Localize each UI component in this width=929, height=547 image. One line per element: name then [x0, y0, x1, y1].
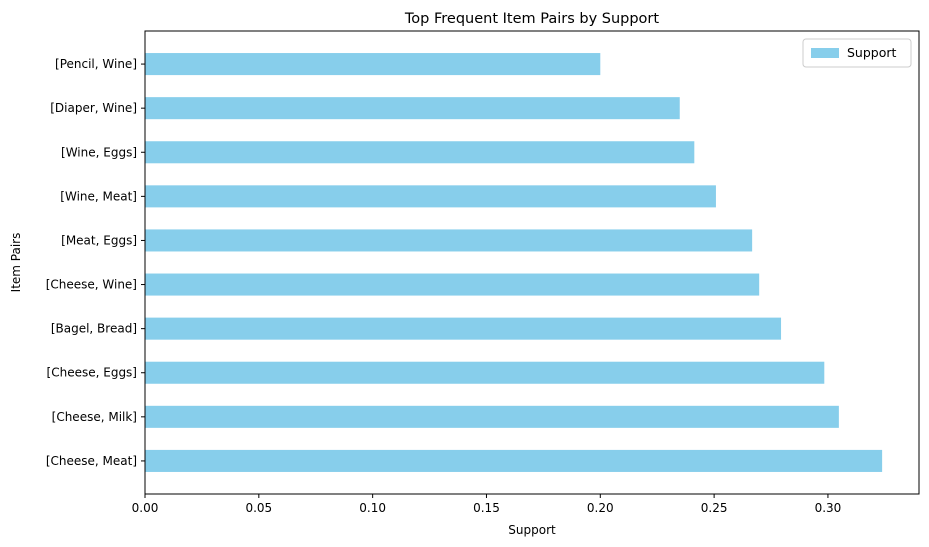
y-axis: [Cheese, Meat] [Cheese, Milk] [Cheese, Egg…	[46, 57, 145, 468]
y-tick-label-2: [Cheese, Eggs]	[47, 366, 137, 380]
y-tick-label-3: [Bagel, Bread]	[51, 322, 137, 336]
x-axis: 0.00 0.05 0.10 0.15 0.20 0.25 0.30	[132, 494, 842, 515]
x-tick-label-6: 0.30	[815, 501, 842, 515]
bar-7	[145, 141, 695, 164]
y-tick-label-9: [Pencil, Wine]	[55, 57, 137, 71]
x-tick-label-2: 0.10	[359, 501, 386, 515]
bar-9	[145, 53, 601, 76]
y-axis-title: Item Pairs	[9, 233, 23, 293]
y-tick-label-5: [Meat, Eggs]	[61, 233, 137, 247]
chart-title: Top Frequent Item Pairs by Support	[404, 11, 660, 27]
x-tick-label-5: 0.25	[701, 501, 728, 515]
plot-frame	[144, 30, 920, 495]
y-tick-label-1: [Cheese, Milk]	[52, 410, 137, 424]
y-tick-label-4: [Cheese, Wine]	[46, 278, 137, 292]
legend-label: Support	[847, 45, 897, 60]
bar-4	[145, 273, 760, 296]
x-tick-label-3: 0.15	[473, 501, 500, 515]
x-tick-label-0: 0.00	[132, 501, 159, 515]
legend: Support	[802, 38, 912, 68]
bar-6	[145, 185, 716, 208]
bar-3	[145, 317, 782, 340]
y-tick-label-6: [Wine, Meat]	[60, 189, 137, 203]
x-tick-label-1: 0.05	[245, 501, 272, 515]
y-tick-label-7: [Wine, Eggs]	[61, 145, 137, 159]
y-tick-label-0: [Cheese, Meat]	[46, 454, 137, 468]
bar-5	[145, 229, 753, 252]
legend-box	[802, 38, 912, 68]
legend-swatch	[811, 48, 839, 58]
x-tick-label-4: 0.20	[587, 501, 614, 515]
bars-group	[145, 53, 883, 472]
bar-1	[145, 405, 839, 428]
bar-2	[145, 361, 825, 384]
x-axis-title: Support	[508, 523, 556, 537]
bar-8	[145, 97, 680, 120]
y-tick-label-8: [Diaper, Wine]	[50, 101, 137, 115]
bar-0	[145, 449, 883, 472]
